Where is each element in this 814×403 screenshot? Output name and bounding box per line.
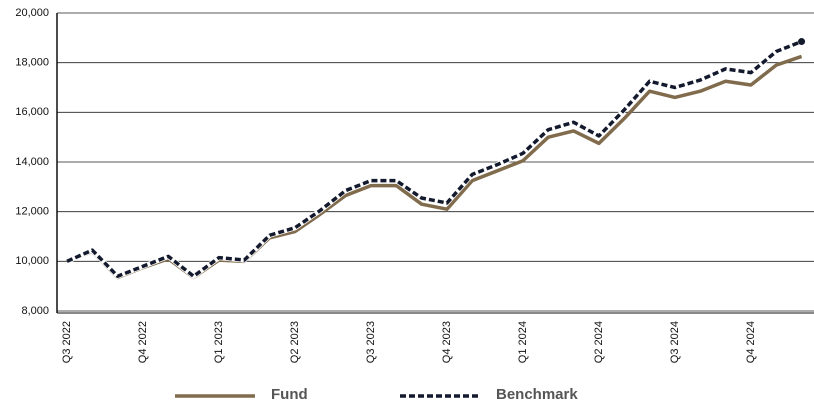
x-tick-label: Q3 2022 bbox=[61, 321, 73, 363]
end-point bbox=[798, 38, 806, 46]
x-tick-label: Q2 2024 bbox=[593, 321, 605, 363]
y-tick-label: 18,000 bbox=[15, 57, 49, 69]
x-tick-label: Q1 2024 bbox=[517, 321, 529, 363]
x-tick-label: Q4 2022 bbox=[137, 321, 149, 363]
y-tick-label: 8,000 bbox=[21, 305, 49, 317]
line-halo bbox=[65, 39, 803, 280]
x-tick-label: Q3 2023 bbox=[365, 321, 377, 363]
x-tick-label: Q4 2024 bbox=[745, 321, 757, 363]
x-tick-label: Q4 2023 bbox=[441, 321, 453, 363]
y-tick-label: 16,000 bbox=[15, 106, 49, 118]
x-tick-label: Q3 2024 bbox=[669, 321, 681, 363]
y-tick-label: 12,000 bbox=[15, 206, 49, 218]
y-tick-label: 14,000 bbox=[15, 156, 49, 168]
x-tick-label: Q2 2023 bbox=[289, 321, 301, 363]
legend-text: Benchmark bbox=[496, 386, 578, 403]
series-line bbox=[66, 54, 803, 280]
x-tick-label: Q1 2023 bbox=[213, 321, 225, 363]
legend-text: Fund bbox=[271, 386, 308, 403]
y-tick-label: 20,000 bbox=[15, 7, 49, 19]
series-line bbox=[66, 39, 803, 278]
y-tick-label: 10,000 bbox=[15, 255, 49, 267]
